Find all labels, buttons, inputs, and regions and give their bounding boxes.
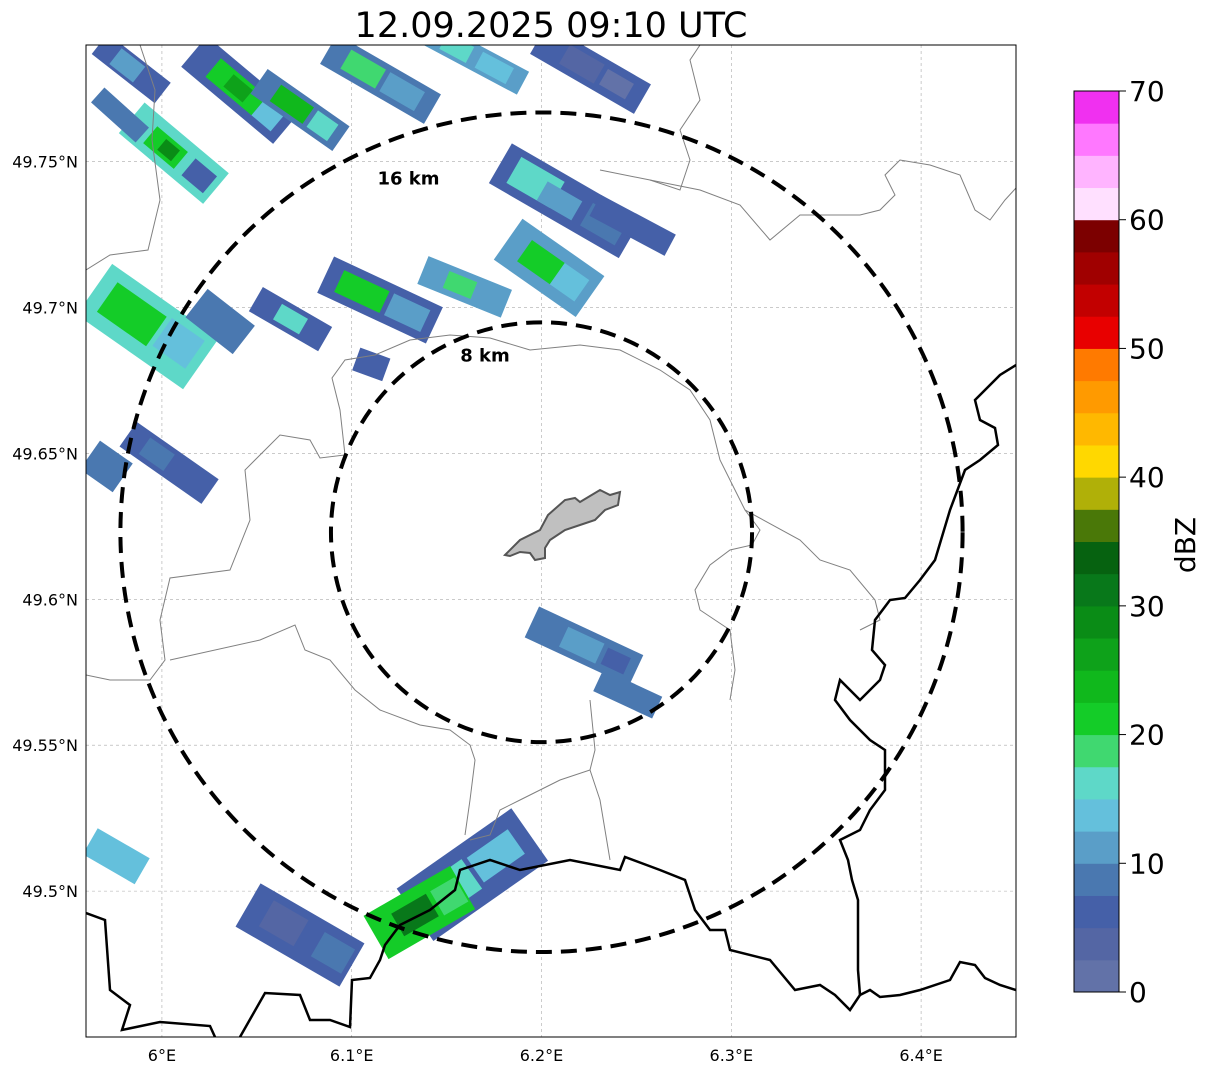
lat-tick-label: 49.75°N [12, 153, 78, 172]
lon-tick-label: 6.4°E [899, 1046, 943, 1065]
colorbar-segment [1074, 863, 1119, 896]
lat-tick-label: 49.5°N [22, 882, 78, 901]
colorbar-tick-label: 10 [1129, 847, 1165, 880]
colorbar-segment [1074, 155, 1119, 189]
colorbar-segment [1074, 638, 1119, 671]
country-borders [86, 363, 1016, 1037]
colorbar-tick-label: 50 [1129, 332, 1165, 365]
colorbar-segment [1074, 927, 1119, 961]
colorbar-segment [1074, 766, 1119, 800]
colorbar-segment [1074, 734, 1119, 768]
colorbar-segment [1074, 477, 1119, 510]
colorbar-segment [1074, 380, 1119, 414]
lat-tick-label: 49.7°N [22, 299, 78, 318]
lon-tick-label: 6°E [148, 1046, 176, 1065]
colorbar-segment [1074, 959, 1119, 993]
colorbar-segment [1074, 348, 1119, 382]
colorbar-segment [1074, 541, 1119, 575]
axis-ticks: 6°E 6.1°E 6.2°E 6.3°E 6.4°E 49.5°N 49.55°N 49.6… [12, 153, 943, 1065]
range-rings [118, 110, 965, 955]
colorbar-segment [1074, 573, 1119, 607]
colorbar-tick-label: 30 [1129, 590, 1165, 623]
radar-echoes [86, 45, 676, 987]
colorbar-segment [1074, 895, 1119, 929]
colorbar-segment [1074, 444, 1119, 478]
colorbar-segment [1074, 509, 1119, 542]
colorbar-segment [1074, 831, 1119, 864]
range-ring-8km [328, 320, 755, 745]
gridlines [86, 45, 1016, 1037]
map-title: 12.09.2025 09:10 UTC [354, 6, 748, 46]
colorbar-label: dBZ [1169, 517, 1202, 573]
range-ring-label-16km: 16 km [377, 168, 439, 189]
colorbar-segment [1074, 798, 1119, 832]
colorbar-segment [1074, 284, 1119, 317]
colorbar-tick-label: 20 [1129, 719, 1165, 752]
colorbar-frame [1073, 90, 1120, 993]
colorbar-segment [1074, 316, 1119, 349]
landmark-polygon [502, 488, 622, 562]
colorbar-tick-label: 40 [1129, 461, 1165, 494]
colorbar-segment [1074, 91, 1119, 124]
lat-tick-label: 49.65°N [12, 444, 78, 463]
colorbar-segment [1074, 605, 1119, 639]
colorbar-segment [1074, 251, 1119, 285]
map-frame [85, 44, 1017, 1038]
colorbar: 0 10 20 30 40 50 60 70 [1074, 75, 1165, 1009]
lat-tick-label: 49.6°N [22, 590, 78, 609]
colorbar-segment [1074, 219, 1119, 253]
colorbar-segment [1074, 123, 1119, 156]
lon-tick-label: 6.3°E [710, 1046, 754, 1065]
admin-boundaries [86, 45, 1016, 861]
lon-tick-label: 6.1°E [330, 1046, 374, 1065]
colorbar-segment [1074, 670, 1119, 703]
colorbar-tick-label: 70 [1129, 75, 1165, 108]
colorbar-tick-label: 0 [1129, 976, 1147, 1009]
colorbar-segment [1074, 702, 1119, 736]
colorbar-tick-label: 60 [1129, 204, 1165, 237]
lat-tick-label: 49.55°N [12, 736, 78, 755]
range-ring-label-8km: 8 km [460, 345, 510, 366]
colorbar-segment [1074, 412, 1119, 446]
range-ring-16km [118, 110, 965, 955]
colorbar-segment [1074, 187, 1119, 221]
lon-tick-label: 6.2°E [520, 1046, 564, 1065]
